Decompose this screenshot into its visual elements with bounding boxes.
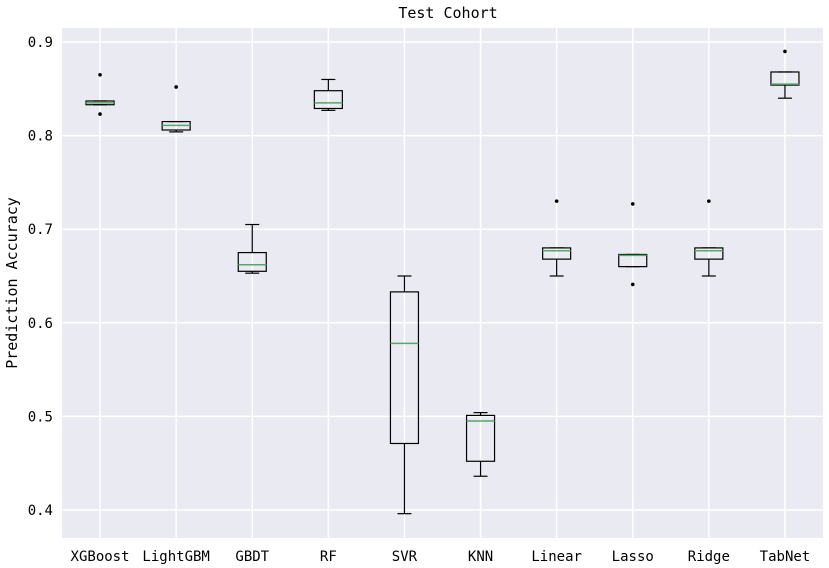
box-body (237, 251, 267, 272)
box-body (694, 247, 724, 260)
plot-area (62, 28, 823, 538)
y-tick-label: 0.9 (28, 35, 53, 51)
outlier-point (174, 85, 178, 89)
outlier-point (98, 72, 102, 77)
y-axis-label: Prediction Accuracy (3, 197, 21, 369)
outlier-point (707, 199, 711, 203)
x-tick-label: LightGBM (142, 549, 209, 565)
x-tick-label: RF (320, 549, 337, 565)
y-tick-label: 0.4 (28, 503, 53, 519)
box-body (389, 291, 420, 445)
outlier-point (554, 199, 559, 203)
outlier-point (630, 202, 635, 206)
y-tick-label: 0.8 (28, 129, 53, 145)
box-body (618, 253, 648, 268)
box-body (542, 247, 572, 260)
y-tick-label: 0.5 (28, 409, 53, 425)
x-tick-label: SVR (392, 549, 418, 565)
x-tick-label: GBDT (235, 549, 269, 565)
outlier-point (783, 49, 787, 54)
x-tick-label: KNN (468, 549, 493, 565)
x-tick-labels: XGBoost LightGBM GBDT RF SVR KNN Linear Lasso Ri… (71, 549, 811, 565)
outlier-point (630, 282, 635, 287)
y-tick-label: 0.6 (28, 316, 53, 332)
box-body (770, 71, 800, 86)
x-tick-label: XGBoost (71, 549, 130, 565)
y-tick-label: 0.7 (28, 222, 53, 238)
x-tick-label: Linear (531, 549, 582, 565)
box-body (313, 90, 343, 110)
x-tick-label: Lasso (612, 549, 654, 565)
x-tick-label: TabNet (760, 549, 811, 565)
chart-title: Test Cohort (398, 4, 497, 22)
x-tick-label: Ridge (688, 549, 730, 565)
y-tick-labels: 0.4 0.5 0.6 0.7 0.8 0.9 (28, 35, 53, 519)
box-body (465, 414, 496, 462)
outlier-point (98, 112, 102, 116)
box-layer (85, 49, 800, 515)
